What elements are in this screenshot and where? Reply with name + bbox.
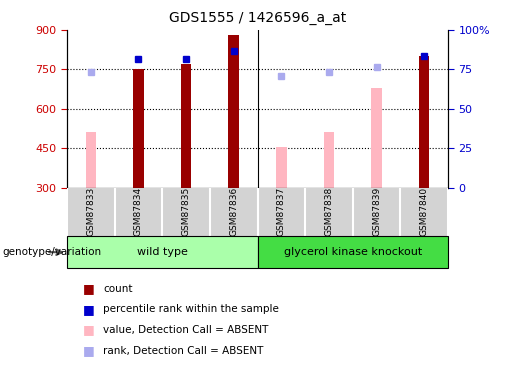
Bar [67, 236, 258, 268]
Bar [276, 147, 286, 188]
Text: wild type: wild type [137, 247, 187, 257]
Bar [85, 132, 96, 188]
Text: GSM87840: GSM87840 [420, 188, 428, 237]
Text: genotype/variation: genotype/variation [3, 247, 101, 257]
Text: ■: ■ [82, 324, 94, 336]
Text: value, Detection Call = ABSENT: value, Detection Call = ABSENT [103, 325, 268, 335]
Text: glycerol kinase knockout: glycerol kinase knockout [284, 247, 422, 257]
Bar [133, 69, 144, 188]
Text: rank, Detection Call = ABSENT: rank, Detection Call = ABSENT [103, 346, 263, 355]
Text: percentile rank within the sample: percentile rank within the sample [103, 304, 279, 314]
Text: ■: ■ [82, 282, 94, 295]
Text: GSM87834: GSM87834 [134, 188, 143, 237]
Bar [324, 132, 334, 188]
Text: count: count [103, 284, 132, 294]
Bar [181, 64, 191, 188]
Text: GSM87838: GSM87838 [324, 187, 333, 237]
Bar [371, 88, 382, 188]
Bar [229, 35, 239, 188]
Bar [419, 56, 430, 188]
Text: GSM87839: GSM87839 [372, 187, 381, 237]
Text: ■: ■ [82, 344, 94, 357]
Text: GDS1555 / 1426596_a_at: GDS1555 / 1426596_a_at [169, 11, 346, 25]
Text: GSM87836: GSM87836 [229, 187, 238, 237]
Text: GSM87837: GSM87837 [277, 187, 286, 237]
Bar [258, 236, 448, 268]
Text: GSM87833: GSM87833 [87, 187, 95, 237]
Text: ■: ■ [82, 303, 94, 316]
Text: GSM87835: GSM87835 [182, 187, 191, 237]
